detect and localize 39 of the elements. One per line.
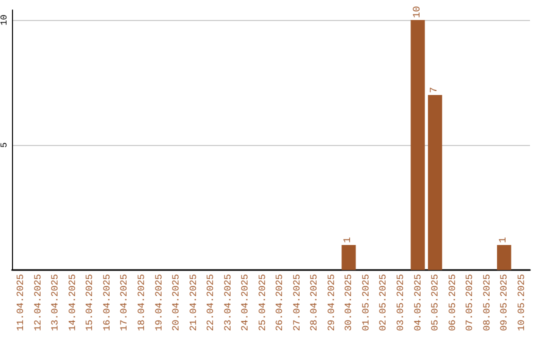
x-tick-label: 23.04.2025 bbox=[222, 274, 234, 332]
x-tick-label: 26.04.2025 bbox=[274, 274, 286, 332]
x-tick-label: 25.04.2025 bbox=[256, 274, 268, 332]
x-tick-label: 11.04.2025 bbox=[15, 274, 26, 332]
x-tick-label: 10.05.2025 bbox=[516, 274, 527, 332]
bar bbox=[342, 245, 356, 270]
x-tick-label: 27.04.2025 bbox=[291, 274, 302, 332]
x-tick-label: 07.05.2025 bbox=[464, 274, 476, 332]
data-label: 7 bbox=[430, 86, 441, 93]
x-tick-label: 15.04.2025 bbox=[84, 274, 96, 332]
data-label: 10 bbox=[412, 6, 424, 18]
x-tick-label: 28.04.2025 bbox=[308, 274, 320, 332]
x-tick-label: 14.04.2025 bbox=[66, 274, 78, 332]
x-tick-label: 22.04.2025 bbox=[205, 274, 216, 332]
x-tick-label: 09.05.2025 bbox=[498, 274, 510, 332]
bar bbox=[497, 245, 512, 270]
x-tick-label: 16.04.2025 bbox=[101, 274, 112, 332]
bar bbox=[428, 95, 442, 270]
x-tick-label: 24.04.2025 bbox=[240, 274, 251, 332]
x-tick-label: 17.04.2025 bbox=[118, 274, 130, 332]
bar bbox=[410, 20, 425, 270]
x-tick-label: 03.05.2025 bbox=[395, 274, 406, 332]
x-tick-label: 12.04.2025 bbox=[32, 274, 44, 332]
x-tick-label: 04.05.2025 bbox=[412, 274, 424, 332]
data-label: 1 bbox=[343, 236, 354, 243]
y-tick-label: 5 bbox=[0, 142, 10, 148]
x-tick-label: 21.04.2025 bbox=[188, 274, 199, 332]
x-tick-label: 01.05.2025 bbox=[360, 274, 372, 332]
x-tick-label: 13.04.2025 bbox=[50, 274, 61, 332]
x-tick-label: 29.04.2025 bbox=[326, 274, 337, 332]
x-tick-label: 20.04.2025 bbox=[170, 274, 182, 332]
x-tick-label: 30.04.2025 bbox=[343, 274, 354, 332]
x-tick-label: 08.05.2025 bbox=[481, 274, 492, 332]
data-label: 1 bbox=[498, 236, 510, 243]
x-tick-label: 05.05.2025 bbox=[430, 274, 441, 332]
x-tick-label: 18.04.2025 bbox=[136, 274, 147, 332]
x-tick-label: 02.05.2025 bbox=[378, 274, 389, 332]
x-tick-label: 06.05.2025 bbox=[446, 274, 458, 332]
x-tick-label: 19.04.2025 bbox=[153, 274, 164, 332]
